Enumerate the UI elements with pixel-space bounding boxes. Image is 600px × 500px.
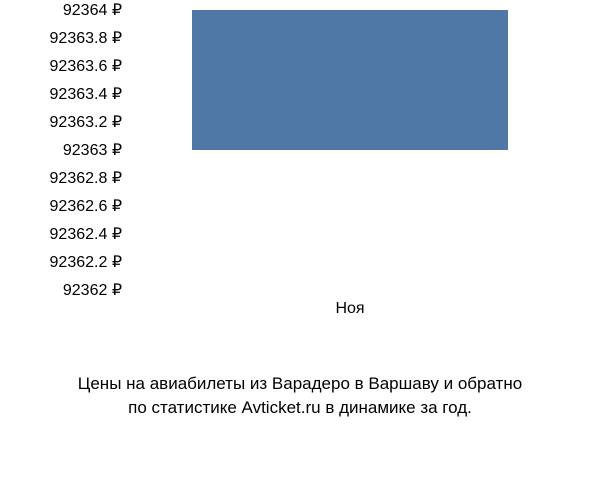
caption-line-2: по статистике Avticket.ru в динамике за … <box>128 398 472 417</box>
y-tick: 92363.2 ₽ <box>50 112 122 132</box>
y-tick: 92362 ₽ <box>63 280 122 300</box>
y-tick: 92362.8 ₽ <box>50 168 122 188</box>
y-tick: 92363.6 ₽ <box>50 56 122 76</box>
y-tick: 92363.8 ₽ <box>50 28 122 48</box>
y-tick: 92363 ₽ <box>63 140 122 160</box>
plot-area <box>130 10 570 290</box>
y-tick: 92363.4 ₽ <box>50 84 122 104</box>
chart-area: 92364 ₽ 92363.8 ₽ 92363.6 ₽ 92363.4 ₽ 92… <box>0 10 600 290</box>
bar <box>192 10 509 150</box>
y-tick: 92362.6 ₽ <box>50 196 122 216</box>
x-axis-label: Ноя <box>130 300 570 318</box>
y-tick: 92362.4 ₽ <box>50 224 122 244</box>
y-axis: 92364 ₽ 92363.8 ₽ 92363.6 ₽ 92363.4 ₽ 92… <box>0 10 130 290</box>
chart-caption: Цены на авиабилеты из Варадеро в Варшаву… <box>0 372 600 420</box>
y-tick: 92362.2 ₽ <box>50 252 122 272</box>
caption-line-1: Цены на авиабилеты из Варадеро в Варшаву… <box>78 374 522 393</box>
y-tick: 92364 ₽ <box>63 0 122 20</box>
